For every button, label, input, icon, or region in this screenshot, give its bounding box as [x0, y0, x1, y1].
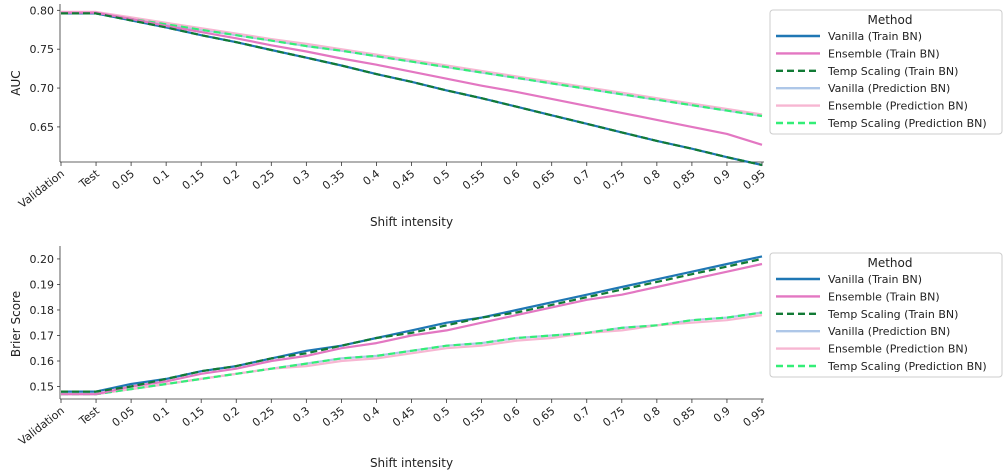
- x-tick-label: 0.45: [390, 404, 417, 429]
- x-tick-label: 0.9: [711, 404, 733, 425]
- y-tick-label: 0.80: [30, 4, 55, 17]
- series-line-temp-scaling-prediction-bn: [61, 311, 763, 396]
- x-tick-label: 0.05: [110, 167, 137, 192]
- legend-entry: Vanilla (Prediction BN): [828, 82, 950, 95]
- y-tick-label: 0.65: [30, 121, 55, 134]
- legend: Method Vanilla (Train BN) Ensemble (Train …: [769, 9, 1003, 135]
- x-tick-label: 0.65: [530, 167, 557, 192]
- legend-entry: Ensemble (Train BN): [828, 290, 940, 303]
- series-line-vanilla-train-bn: [61, 255, 763, 393]
- x-tick-label: 0.4: [361, 404, 383, 425]
- y-axis-label: AUC: [9, 70, 23, 95]
- y-tick-label: 0.70: [30, 82, 55, 95]
- series-line-vanilla-train-bn: [61, 12, 763, 167]
- legend-entry: Ensemble (Prediction BN): [828, 100, 968, 113]
- x-tick-label: 0.55: [460, 404, 487, 429]
- legend-entry: Temp Scaling (Prediction BN): [827, 117, 987, 130]
- x-tick-label: 0.2: [220, 404, 242, 425]
- series-line-ensemble-prediction-bn: [61, 10, 763, 116]
- y-tick-label: 0.17: [30, 329, 55, 342]
- x-tick-label: 0.7: [571, 167, 593, 188]
- x-tick-label: 0.95: [741, 167, 768, 192]
- y-tick-label: 0.19: [30, 278, 55, 291]
- legend-title: Method: [867, 13, 912, 27]
- x-tick-label: 0.75: [600, 404, 627, 429]
- legend-entry: Vanilla (Prediction BN): [828, 325, 950, 338]
- x-tick-label: 0.05: [110, 404, 137, 429]
- y-tick-label: 0.15: [30, 381, 55, 394]
- x-axis-label: Shift intensity: [370, 456, 453, 470]
- legend-entry: Ensemble (Train BN): [828, 47, 940, 60]
- legend-box: [769, 252, 1003, 378]
- series-line-vanilla-prediction-bn: [61, 12, 763, 118]
- x-tick-label: 0.25: [250, 167, 277, 192]
- x-tick-label: Validation: [16, 404, 67, 448]
- y-tick-label: 0.20: [30, 253, 55, 266]
- series-line-ensemble-train-bn: [61, 11, 763, 146]
- y-tick-label: 0.18: [30, 304, 55, 317]
- y-tick-label: 0.16: [30, 355, 55, 368]
- x-tick-label: 0.6: [501, 167, 523, 188]
- brier-score-chart: 0.20 0.19 0.18 0.17 0.16 0.15 Validation Test 0.…: [9, 246, 1003, 470]
- x-tick-label: 0.4: [361, 167, 383, 188]
- x-tick-label: 0.9: [711, 167, 733, 188]
- x-tick-label: Validation: [16, 167, 67, 211]
- series-line-temp-scaling-train-bn: [61, 12, 763, 167]
- series-line-temp-scaling-train-bn: [61, 257, 763, 393]
- x-axis-label: Shift intensity: [370, 215, 453, 229]
- x-tick-label: 0.5: [431, 404, 453, 425]
- auc-chart: 0.80 0.75 0.70 0.65 Validation Test 0.05 0.1 0.1…: [9, 4, 1003, 229]
- y-axis-label: Brier Score: [9, 291, 23, 357]
- x-tick-label: Test: [76, 404, 102, 429]
- legend-entry: Vanilla (Train BN): [828, 30, 922, 43]
- x-tick-label: 0.6: [501, 404, 523, 425]
- x-tick-label: 0.5: [431, 167, 453, 188]
- x-tick-label: 0.3: [290, 404, 312, 425]
- x-tick-label: 0.2: [220, 167, 242, 188]
- legend-entry: Temp Scaling (Train BN): [827, 65, 958, 78]
- x-tick-label: 0.65: [530, 404, 557, 429]
- legend-box: [769, 9, 1003, 135]
- series-line-ensemble-train-bn: [61, 262, 763, 396]
- x-tick-label: 0.35: [320, 404, 347, 429]
- legend: Method Vanilla (Train BN) Ensemble (Train …: [769, 252, 1003, 378]
- legend-entry: Temp Scaling (Train BN): [827, 308, 958, 321]
- x-tick-label: 0.3: [290, 167, 312, 188]
- x-tick-label: 0.35: [320, 167, 347, 192]
- x-tick-label: 0.75: [600, 167, 627, 192]
- y-tick-label: 0.75: [30, 43, 55, 56]
- x-tick-label: 0.95: [741, 404, 768, 429]
- legend-entry: Vanilla (Train BN): [828, 273, 922, 286]
- x-tick-label: 0.7: [571, 404, 593, 425]
- x-tick-label: Test: [76, 167, 102, 192]
- legend-entry: Temp Scaling (Prediction BN): [827, 360, 987, 373]
- x-tick-label: 0.85: [670, 167, 697, 192]
- legend-entry: Ensemble (Prediction BN): [828, 343, 968, 356]
- x-tick-label: 0.1: [150, 167, 172, 188]
- x-tick-label: 0.25: [250, 404, 277, 429]
- x-tick-label: 0.15: [180, 404, 207, 429]
- x-tick-label: 0.45: [390, 167, 417, 192]
- x-tick-label: 0.15: [180, 167, 207, 192]
- x-tick-label: 0.55: [460, 167, 487, 192]
- x-tick-label: 0.8: [641, 167, 663, 188]
- x-tick-label: 0.1: [150, 404, 172, 425]
- x-tick-label: 0.85: [670, 404, 697, 429]
- x-tick-label: 0.8: [641, 404, 663, 425]
- legend-title: Method: [867, 256, 912, 270]
- series-line-temp-scaling-prediction-bn: [61, 12, 763, 118]
